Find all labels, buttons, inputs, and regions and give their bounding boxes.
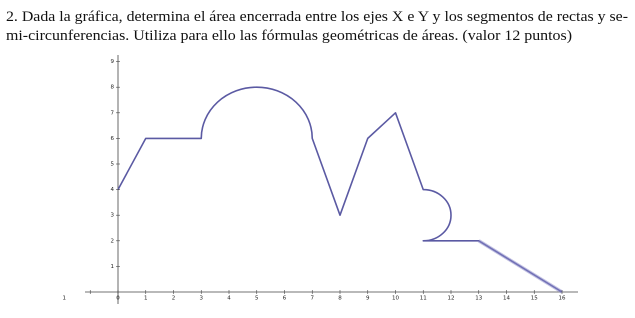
y-tick-label: 4 <box>111 187 115 193</box>
x-tick-label: 14 <box>503 296 510 302</box>
x-tick-label: 9 <box>366 296 370 302</box>
figure-outline <box>117 86 563 293</box>
y-tick-label: 6 <box>111 136 115 142</box>
x-tick-label: 6 <box>283 296 287 302</box>
x-tick-label: 15 <box>531 296 538 302</box>
question-line: 2. Dada la gráfica, determina el área en… <box>6 9 628 25</box>
x-tick-label: 13 <box>475 296 482 302</box>
x-tick-label: 10 <box>392 296 399 302</box>
y-tick-label: 1 <box>111 264 115 270</box>
y-tick-label: 7 <box>111 110 115 116</box>
x-tick-label: 1 <box>63 296 67 302</box>
x-tick-label: 5 <box>255 296 259 302</box>
x-tick-label: 1 <box>144 296 148 302</box>
highlight-segment <box>477 239 563 294</box>
x-tick-label: 16 <box>559 296 566 302</box>
question-line: mi-circunferencias. Utiliza para ello la… <box>6 28 572 44</box>
x-tick-label: 11 <box>420 296 427 302</box>
x-tick-label: 12 <box>448 296 455 302</box>
x-tick-label: 8 <box>338 296 342 302</box>
y-tick-label: 2 <box>111 238 115 244</box>
x-tick-label: 0 <box>116 296 120 302</box>
y-tick-label: 5 <box>111 162 115 168</box>
x-tick-label: 3 <box>200 296 204 302</box>
y-tick-label: 9 <box>111 59 115 65</box>
x-tick-label: 7 <box>311 296 315 302</box>
x-tick-label: 2 <box>172 296 176 302</box>
y-tick-label: 8 <box>111 85 115 91</box>
graph <box>85 55 578 304</box>
y-tick-label: 3 <box>111 213 115 219</box>
x-tick-label: 4 <box>227 296 231 302</box>
